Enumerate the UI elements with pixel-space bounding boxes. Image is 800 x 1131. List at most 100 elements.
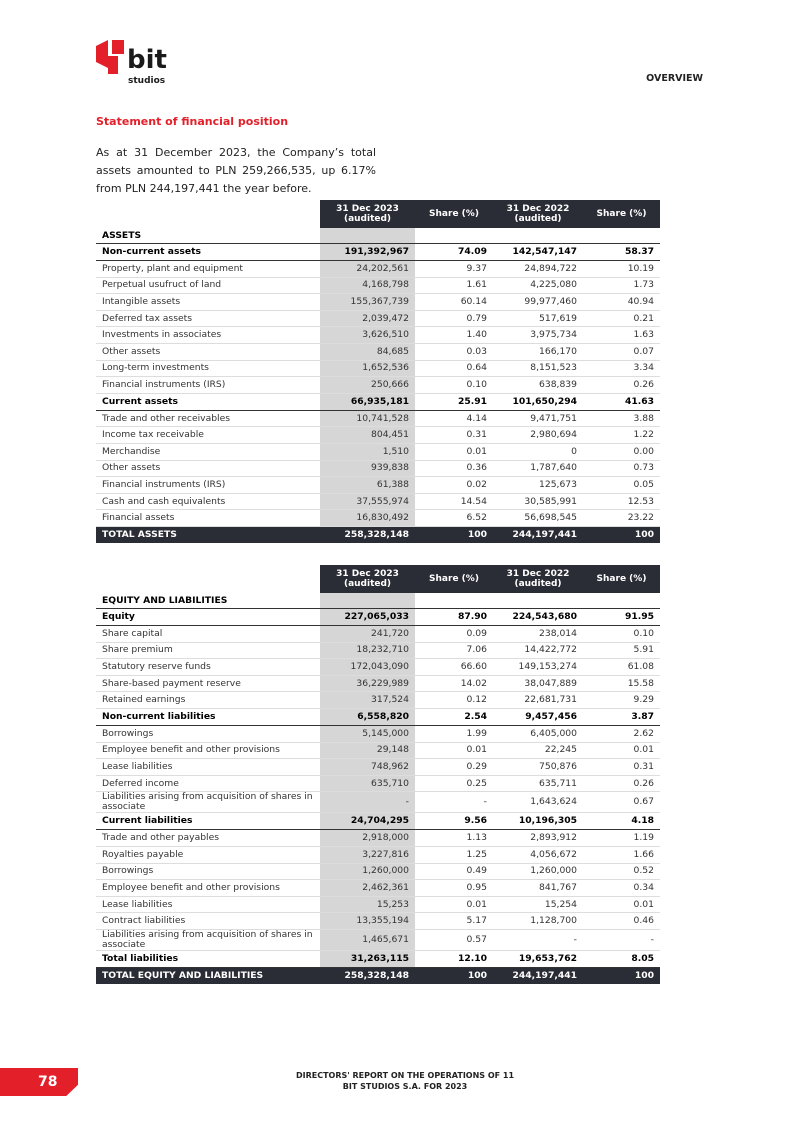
value-cell: 5,145,000 [320, 725, 415, 743]
value-cell: 9.37 [415, 260, 493, 278]
value-cell: 100 [415, 967, 493, 984]
item-row: Other assets 84,685 0.03 166,170 0.07 [96, 343, 660, 361]
value-cell: 23.22 [583, 509, 660, 527]
label-cell: Current assets [96, 392, 320, 411]
financial-table: 31 Dec 2023 (audited) Share (%) 31 Dec 202… [96, 200, 660, 543]
value-cell: 8.05 [583, 949, 660, 968]
value-cell: 30,585,991 [493, 493, 583, 511]
value-cell: 14,422,772 [493, 642, 583, 660]
label-cell: Share premium [96, 642, 320, 660]
value-cell: 100 [583, 967, 660, 984]
value-cell: 1.19 [583, 829, 660, 847]
item-row: Borrowings 5,145,000 1.99 6,405,000 2.62 [96, 725, 660, 743]
column-header: 31 Dec 2022 (audited) [493, 565, 583, 593]
header-row: 31 Dec 2023 (audited) Share (%) 31 Dec 202… [96, 565, 660, 593]
value-cell: 99,977,460 [493, 293, 583, 311]
item-row: Other assets 939,838 0.36 1,787,640 0.73 [96, 460, 660, 478]
intro: As at 31 December 2023, the Company’s to… [96, 146, 376, 195]
value-cell: 191,392,967 [320, 243, 415, 261]
logo: bit studios [96, 40, 167, 86]
cell [415, 228, 493, 244]
value-cell: 317,524 [320, 691, 415, 709]
value-cell: 18,232,710 [320, 642, 415, 660]
label-cell: Cash and cash equivalents [96, 493, 320, 511]
value-cell: 22,681,731 [493, 691, 583, 709]
value-cell: 0.57 [415, 929, 493, 951]
value-cell: 25.91 [415, 392, 493, 411]
label-cell: Statutory reserve funds [96, 658, 320, 676]
value-cell: 4,168,798 [320, 277, 415, 295]
label-cell: Deferred tax assets [96, 310, 320, 328]
item-row: Share capital 241,720 0.09 238,014 0.10 [96, 625, 660, 643]
item-row: Royalties payable 3,227,816 1.25 4,056,672 1… [96, 846, 660, 864]
value-cell: 58.37 [583, 243, 660, 261]
value-cell: 10,196,305 [493, 812, 583, 831]
value-cell: 241,720 [320, 625, 415, 643]
value-cell: 0.10 [415, 376, 493, 394]
value-cell: 3.34 [583, 360, 660, 378]
value-cell: 61,388 [320, 476, 415, 494]
cell [415, 593, 493, 609]
label-cell: Employee benefit and other provisions [96, 879, 320, 897]
value-cell: 1.40 [415, 326, 493, 344]
label-cell: Financial instruments (IRS) [96, 376, 320, 394]
value-cell: 224,543,680 [493, 608, 583, 626]
title: Statement of financial position [96, 115, 289, 128]
label-cell: Other assets [96, 460, 320, 478]
value-cell: 1,128,700 [493, 912, 583, 930]
label-cell: Deferred income [96, 775, 320, 793]
value-cell: 40.94 [583, 293, 660, 311]
value-cell: 12.53 [583, 493, 660, 511]
value-cell: 74.09 [415, 243, 493, 261]
value-cell: 0.07 [583, 343, 660, 361]
value-cell: 37,555,974 [320, 493, 415, 511]
value-cell: 29,148 [320, 742, 415, 760]
column-header: Share (%) [583, 565, 660, 593]
group-row: Current liabilities 24,704,295 9.56 10,196,… [96, 812, 660, 831]
value-cell: 0.73 [583, 460, 660, 478]
value-cell: 4,056,672 [493, 846, 583, 864]
item-row: Statutory reserve funds 172,043,090 66.60 1… [96, 658, 660, 676]
column-header: 31 Dec 2023 (audited) [320, 565, 415, 593]
value-cell: 5.91 [583, 642, 660, 660]
value-cell: 0.01 [583, 742, 660, 760]
value-cell: 0.03 [415, 343, 493, 361]
value-cell: 6,558,820 [320, 707, 415, 726]
item-row: Investments in associates 3,626,510 1.40 3,… [96, 326, 660, 344]
item-row: Lease liabilities 15,253 0.01 15,254 0.01 [96, 896, 660, 914]
label-cell: Long-term investments [96, 360, 320, 378]
heading: EQUITY AND LIABILITIES [102, 594, 228, 606]
value-cell: 2.62 [583, 725, 660, 743]
value-cell: 155,367,739 [320, 293, 415, 311]
value-cell: 1,260,000 [493, 863, 583, 881]
label-cell: Lease liabilities [96, 896, 320, 914]
value-cell: 244,197,441 [493, 967, 583, 984]
item-row: Deferred income 635,710 0.25 635,711 0.26 [96, 775, 660, 793]
heading-row: EQUITY AND LIABILITIES [96, 593, 660, 609]
item-row: Merchandise 1,510 0.01 0 0.00 [96, 443, 660, 461]
item-row: Retained earnings 317,524 0.12 22,681,731 9.… [96, 691, 660, 709]
group-row: Equity 227,065,033 87.90 224,543,680 91.95 [96, 608, 660, 626]
subtotal-row: Total liabilities 31,263,115 12.10 19,653,7… [96, 949, 660, 968]
financial-table: 31 Dec 2023 (audited) Share (%) 31 Dec 202… [96, 565, 660, 984]
value-cell: 100 [415, 526, 493, 543]
value-cell: 6.52 [415, 509, 493, 527]
value-cell: 1,643,624 [493, 791, 583, 814]
value-cell: 1,652,536 [320, 360, 415, 378]
label-cell: Borrowings [96, 725, 320, 743]
value-cell: 0.34 [583, 879, 660, 897]
item-row: Financial instruments (IRS) 250,666 0.10 63… [96, 376, 660, 394]
value-cell: 227,065,033 [320, 608, 415, 626]
value-cell: 0.36 [415, 460, 493, 478]
value-cell: 4,225,080 [493, 277, 583, 295]
value-cell: 2,918,000 [320, 829, 415, 847]
value-cell: 2.54 [415, 707, 493, 726]
item-row: Trade and other payables 2,918,000 1.13 2,8… [96, 829, 660, 847]
value-cell: 750,876 [493, 758, 583, 776]
value-cell: 0.26 [583, 376, 660, 394]
label-cell: Lease liabilities [96, 758, 320, 776]
value-cell: 0.05 [583, 476, 660, 494]
label-cell: Royalties payable [96, 846, 320, 864]
page-tab [0, 1068, 78, 1096]
